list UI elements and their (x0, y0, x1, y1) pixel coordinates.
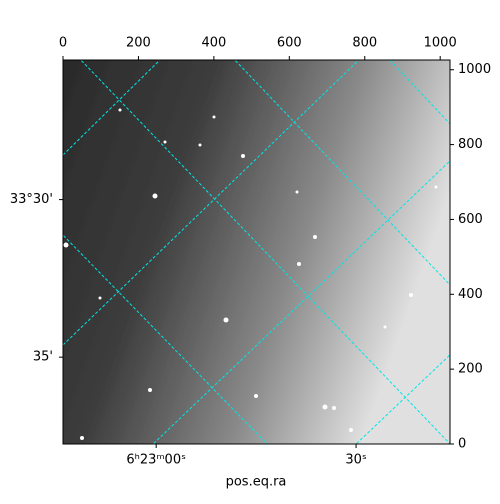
frame (62, 59, 451, 445)
top-tick-label: 1000 (424, 36, 457, 51)
top-tick-label: 0 (59, 36, 67, 51)
right-tick-label: 400 (458, 287, 483, 302)
right-tick-label: 1000 (458, 62, 491, 77)
wcs-grid (63, 60, 450, 444)
bottom-tick-label: 6ʰ23ᵐ00ˢ (126, 453, 186, 468)
x-axis-label: pos.eq.ra (226, 475, 287, 490)
top-tick-label: 600 (277, 36, 302, 51)
left-tick-label: 35' (33, 350, 53, 365)
right-tick-label: 0 (458, 437, 466, 452)
sky-image (63, 60, 450, 444)
top-tick-label: 400 (201, 36, 226, 51)
bottom-tick-label: 30ˢ (345, 453, 367, 468)
stars (63, 108, 438, 440)
right-tick-label: 800 (458, 137, 483, 152)
top-tick-label: 800 (352, 36, 377, 51)
left-tick-label: 33°30' (10, 192, 53, 207)
right-tick-label: 200 (458, 362, 483, 377)
right-tick-label: 600 (458, 212, 483, 227)
top-tick-label: 200 (126, 36, 151, 51)
